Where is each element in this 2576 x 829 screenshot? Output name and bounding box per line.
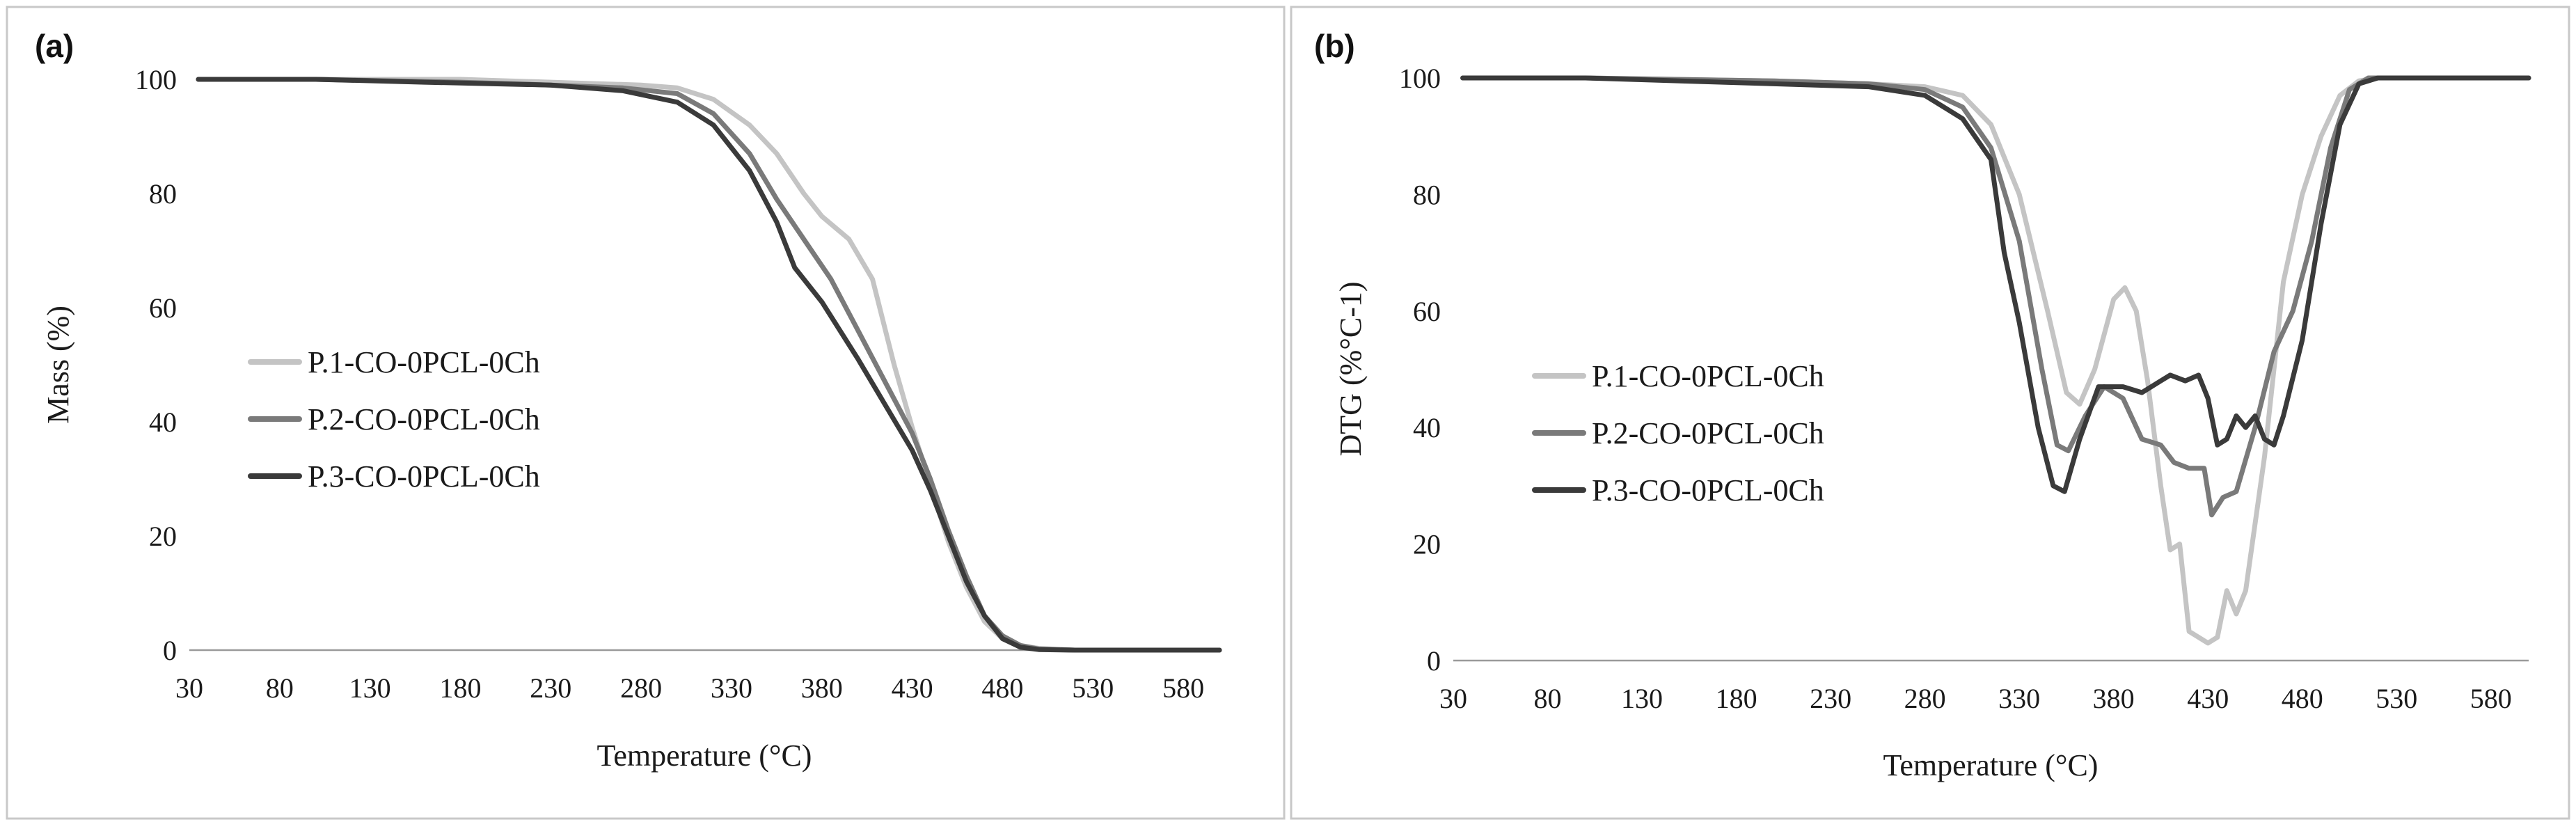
panel-b-x-tick-label: 80 [1534,683,1562,714]
panel-b-x-tick-label: 30 [1439,683,1467,714]
panel-a-y-tick-label: 0 [163,635,177,666]
panel-a-x-tick-label: 80 [266,672,294,704]
panel-a-legend-label: P.3-CO-0PCL-0Ch [308,459,540,494]
panel-b-x-tick-label: 130 [1621,683,1663,714]
panel-b-x-tick-label: 280 [1904,683,1946,714]
panel-a-x-tick-label: 430 [892,672,933,704]
panel-a-frame [6,6,1286,820]
panel-a-x-tick-label: 230 [530,672,571,704]
panel-a: (a) 30 80 130 180 230 280 330 380 430 480 530 580 0… [6,6,1286,820]
panel-b-series-line-1 [1460,75,2531,646]
panel-b-x-tick-labels: 30 80 130 180 230 280 330 380 430 480 530 580 [1439,683,2512,714]
panel-a-x-tick-label: 180 [439,672,481,704]
panel-b-y-tick-label: 100 [1399,63,1441,94]
panel-a-legend-label: P.1-CO-0PCL-0Ch [308,345,540,379]
panel-b-x-tick-label: 530 [2376,683,2417,714]
panel-a-y-tick-label: 100 [135,64,177,95]
panel-a-y-tick-labels: 0 20 40 60 80 100 [135,64,177,666]
panel-b-legend-label: P.2-CO-0PCL-0Ch [1592,416,1824,450]
panel-a-x-tick-label: 530 [1072,672,1114,704]
panel-b-series-line-2 [1460,75,2531,518]
panel-a-y-axis-title: Mass (%) [41,306,75,424]
panel-b-x-tick-label: 580 [2470,683,2512,714]
panel-a-x-tick-label: 580 [1162,672,1204,704]
panel-a-x-tick-label: 130 [349,672,391,704]
panel-a-series [196,77,1222,653]
panel-b-y-tick-label: 20 [1413,529,1441,560]
panel-a-label: (a) [35,28,74,64]
panel-b: (b) 30 80 130 180 230 280 330 380 430 480 530 580 0… [1290,6,2570,820]
panel-a-x-tick-label: 280 [620,672,662,704]
panel-b-x-tick-label: 230 [1810,683,1851,714]
panel-b-series-line-3 [1460,75,2531,494]
panel-b-frame [1290,6,2570,820]
panel-a-series-line-3 [196,77,1222,653]
panel-a-x-tick-labels: 30 80 130 180 230 280 330 380 430 480 530 580 [175,672,1204,704]
panel-b-x-tick-label: 380 [2093,683,2135,714]
panel-a-legend: P.1-CO-0PCL-0Ch P.2-CO-0PCL-0Ch P.3-CO-0PC… [248,345,540,494]
panel-a-x-axis-title: Temperature (°C) [597,739,812,773]
panel-b-y-tick-label: 80 [1413,179,1441,210]
panel-b-legend-label: P.1-CO-0PCL-0Ch [1592,359,1824,393]
panel-b-y-tick-label: 60 [1413,296,1441,327]
panel-b-y-tick-label: 40 [1413,412,1441,443]
panel-b-x-tick-label: 480 [2282,683,2323,714]
panel-b-legend-label: P.3-CO-0PCL-0Ch [1592,473,1824,507]
panel-b-series [1460,75,2531,646]
panel-b-y-tick-labels: 0 20 40 60 80 100 [1399,63,1441,677]
panel-b-x-tick-label: 330 [1998,683,2040,714]
panel-a-x-tick-label: 380 [801,672,843,704]
panel-b-x-tick-label: 430 [2187,683,2229,714]
panel-a-legend-label: P.2-CO-0PCL-0Ch [308,402,540,436]
panel-b-y-axis-title: DTG (%°C-1) [1334,282,1368,457]
panel-b-legend: P.1-CO-0PCL-0Ch P.2-CO-0PCL-0Ch P.3-CO-0PC… [1532,359,1824,507]
panel-b-x-tick-label: 180 [1716,683,1757,714]
panel-a-x-tick-label: 480 [981,672,1023,704]
panel-b-x-axis-title: Temperature (°C) [1883,748,2099,782]
panel-a-x-tick-label: 30 [175,672,203,704]
panel-a-y-tick-label: 20 [149,521,177,552]
panel-a-y-tick-label: 60 [149,292,177,324]
panel-b-y-tick-label: 0 [1427,645,1441,677]
panel-a-y-tick-label: 40 [149,406,177,438]
panel-a-x-tick-label: 330 [711,672,752,704]
panel-a-y-tick-label: 80 [149,178,177,210]
panel-b-label: (b) [1314,28,1355,64]
